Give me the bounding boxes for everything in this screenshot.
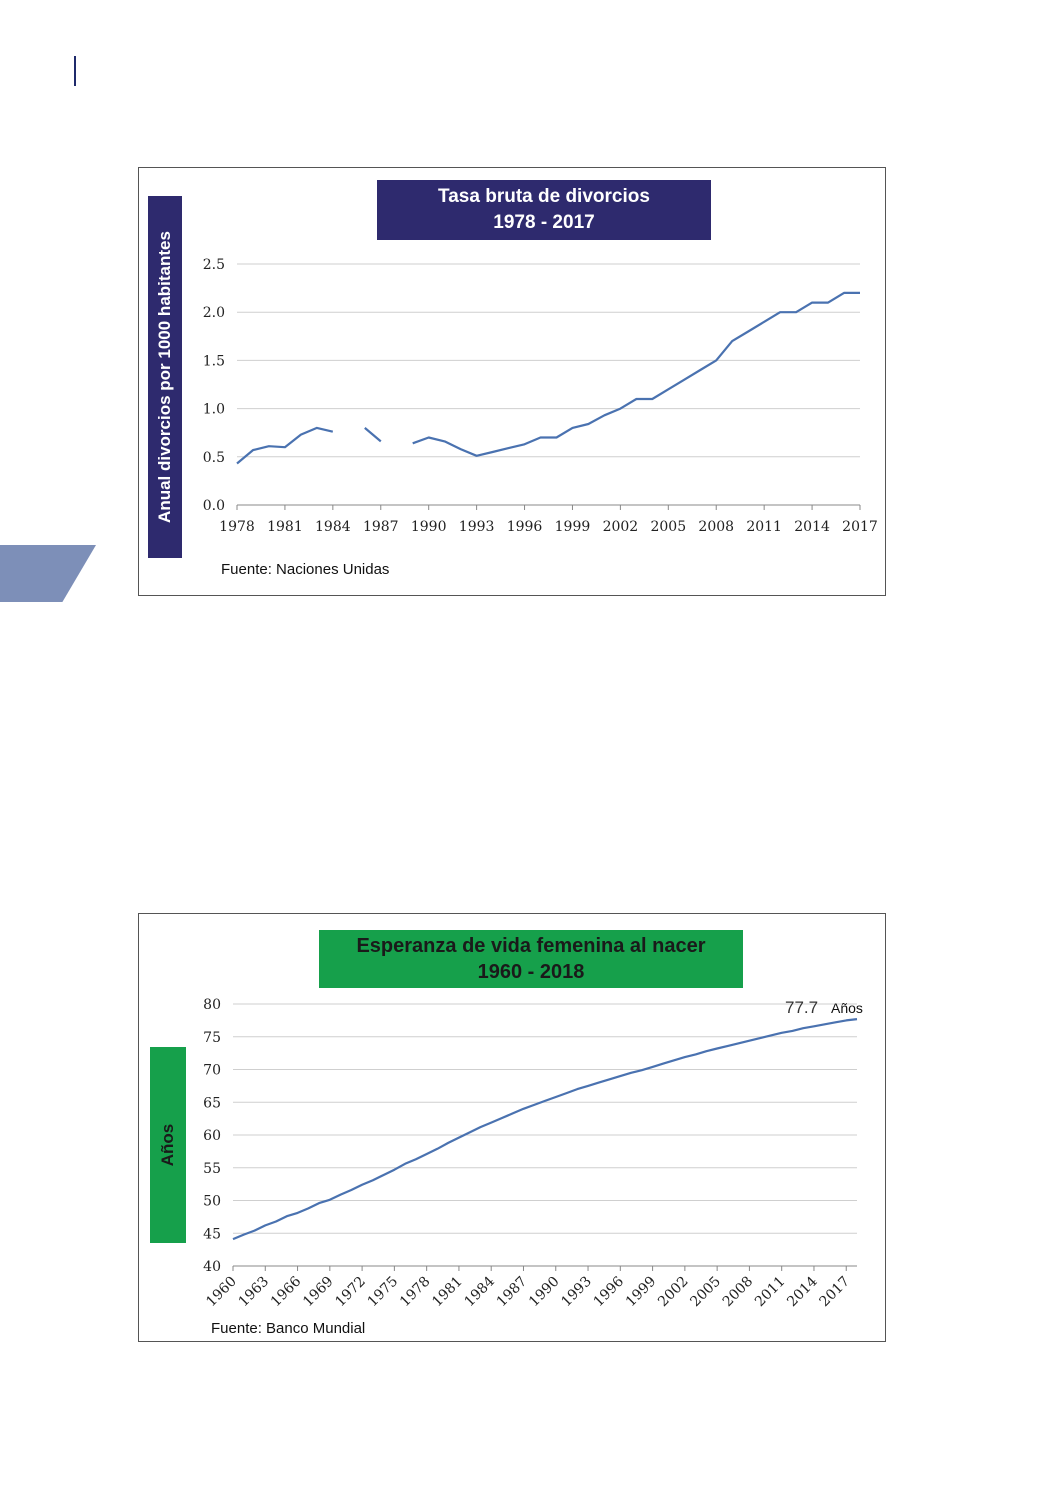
y-tick-label: 1.5 xyxy=(203,353,225,369)
page-side-tab xyxy=(0,545,96,602)
x-tick-label: 2014 xyxy=(784,1273,821,1310)
chart-title-box: Tasa bruta de divorcios 1978 - 2017 xyxy=(377,180,711,240)
x-tick-label: 2017 xyxy=(842,519,878,535)
y-tick-label: 80 xyxy=(203,997,221,1013)
female-life-expectancy-chart: 40 45 50 55 60 65 70 75 80 1960 1963 1966 1969 1972 19… xyxy=(138,913,886,1342)
y-tick-label: 45 xyxy=(203,1226,221,1242)
x-tick-label: 1975 xyxy=(365,1274,402,1311)
y-tick-label: 70 xyxy=(203,1063,221,1079)
last-value-unit: Años xyxy=(831,1000,863,1016)
x-tick-label: 1963 xyxy=(236,1274,273,1311)
y-tick-label: 40 xyxy=(203,1259,221,1275)
x-tick-label: 1981 xyxy=(429,1274,466,1311)
x-tick-label: 1978 xyxy=(397,1274,434,1311)
x-tick-label: 1987 xyxy=(363,519,399,535)
page-margin-mark xyxy=(74,56,76,86)
x-tick-label: 1969 xyxy=(300,1274,337,1311)
x-tick-label: 1978 xyxy=(219,519,255,535)
y-tick-label: 2.5 xyxy=(203,257,225,273)
x-tick-label: 1966 xyxy=(268,1273,305,1310)
x-tick-label: 2002 xyxy=(603,519,639,535)
y-tick-label: 2.0 xyxy=(203,305,225,321)
x-tick-label: 1987 xyxy=(494,1274,531,1311)
x-tick-label: 1996 xyxy=(507,519,543,535)
divorce-rate-chart: 0.0 0.5 1.0 1.5 2.0 2.5 1978 1981 1984 1987 1990 19… xyxy=(138,167,886,596)
x-tick-label: 1990 xyxy=(526,1274,563,1311)
x-tick-label: 2002 xyxy=(655,1274,692,1311)
chart-subtitle: 1978 - 2017 xyxy=(493,212,595,233)
y-tick-label: 55 xyxy=(203,1161,221,1177)
x-tick-label: 1993 xyxy=(558,1274,595,1311)
x-tick-label: 2014 xyxy=(794,519,830,535)
x-tick-label: 1984 xyxy=(315,519,351,535)
y-tick-label: 50 xyxy=(203,1194,221,1210)
chart-title-box: Esperanza de vida femenina al nacer 1960… xyxy=(319,930,743,988)
y-tick-label: 1.0 xyxy=(203,402,225,418)
x-tick-label: 1990 xyxy=(411,519,447,535)
x-tick-label: 1960 xyxy=(203,1274,240,1311)
divorce-chart-plot: 0.0 0.5 1.0 1.5 2.0 2.5 1978 1981 1984 1987 1990 19… xyxy=(203,257,878,535)
life-expectancy-plot: 4045505560657075801960196319661969197219… xyxy=(203,997,858,1311)
y-axis-label: Años xyxy=(158,1123,177,1167)
chart-title: Esperanza de vida femenina al nacer xyxy=(356,935,706,957)
y-axis-label-box: Años xyxy=(150,1047,186,1243)
x-tick-label: 2017 xyxy=(817,1274,854,1311)
x-tick-label: 2005 xyxy=(687,1274,724,1311)
x-tick-label: 1981 xyxy=(267,519,303,535)
x-tick-label: 1996 xyxy=(591,1273,628,1310)
x-tick-label: 1993 xyxy=(459,519,495,535)
y-tick-label: 65 xyxy=(203,1095,221,1111)
y-axis-label-box: Anual divorcios por 1000 habitantes xyxy=(148,196,182,558)
x-tick-label: 1999 xyxy=(623,1274,660,1311)
y-tick-label: 60 xyxy=(203,1128,221,1144)
chart-source: Fuente: Banco Mundial xyxy=(211,1320,366,1337)
y-tick-label: 0.5 xyxy=(203,450,225,466)
series-line xyxy=(232,1018,858,1241)
series-line xyxy=(236,291,860,465)
x-tick-label: 1999 xyxy=(555,519,591,535)
x-tick-label: 2008 xyxy=(720,1274,757,1311)
y-tick-label: 0.0 xyxy=(203,498,225,514)
x-tick-label: 2011 xyxy=(746,519,782,535)
x-tick-label: 1984 xyxy=(462,1273,499,1310)
x-tick-label: 1972 xyxy=(332,1274,369,1311)
x-tick-label: 2008 xyxy=(698,519,734,535)
y-axis-label: Anual divorcios por 1000 habitantes xyxy=(155,231,174,523)
chart-subtitle: 1960 - 2018 xyxy=(477,961,585,983)
x-tick-label: 2005 xyxy=(650,519,686,535)
y-tick-label: 75 xyxy=(203,1030,221,1046)
last-value-annotation: 77.7 xyxy=(785,998,819,1017)
x-tick-label: 2011 xyxy=(752,1274,789,1311)
chart-title: Tasa bruta de divorcios xyxy=(438,186,650,207)
chart-source: Fuente: Naciones Unidas xyxy=(221,561,390,578)
